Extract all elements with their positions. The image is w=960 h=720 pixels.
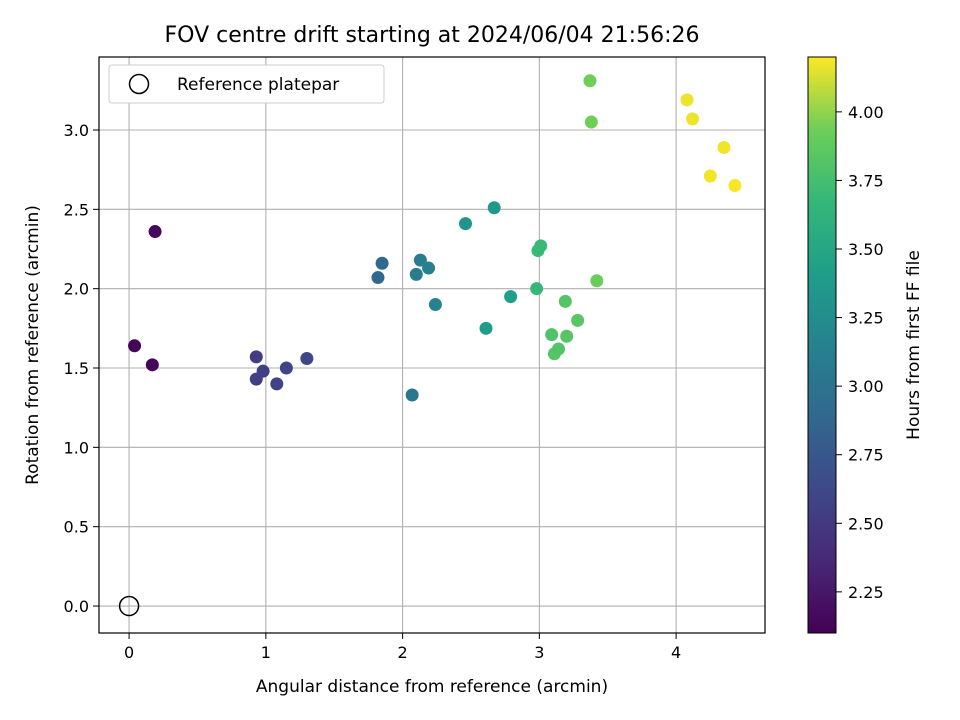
data-point — [545, 328, 559, 342]
plot-frame — [98, 56, 766, 634]
legend-box — [108, 64, 385, 104]
data-point — [558, 294, 572, 308]
axis-ticks: 0 1 2 3 4 0.0 0.5 1.0 1.5 2.0 2.5 3.0 — [64, 121, 682, 662]
data-point — [487, 201, 501, 215]
y-axis-label: Rotation from reference (arcmin) — [23, 205, 43, 485]
colorbar-tick-label: 2.25 — [848, 583, 884, 602]
colorbar-tick-label: 3.75 — [848, 171, 884, 190]
data-point — [409, 267, 423, 281]
colorbar: 2.25 2.50 2.75 3.00 3.25 3.50 3.75 4.00 Hours f… — [807, 56, 924, 634]
data-point — [479, 321, 493, 335]
legend-marker-icon — [128, 73, 150, 95]
data-point — [413, 253, 427, 267]
data-point — [728, 179, 742, 193]
data-point — [428, 298, 442, 312]
y-tick-label: 0.0 — [64, 597, 89, 616]
x-tick-label: 3 — [534, 643, 544, 662]
data-point — [703, 169, 717, 183]
colorbar-label: Hours from first FF file — [904, 250, 924, 440]
data-point — [717, 140, 731, 154]
colorbar-tick-label: 3.50 — [848, 240, 884, 259]
x-tick-label: 4 — [671, 643, 681, 662]
data-point — [256, 364, 270, 378]
colorbar-ticks: 2.25 2.50 2.75 3.00 3.25 3.50 3.75 4.00 — [836, 103, 884, 602]
y-tick-label: 0.5 — [64, 518, 89, 537]
data-point — [584, 115, 598, 129]
data-point — [148, 225, 162, 239]
x-tick-label: 1 — [261, 643, 271, 662]
y-tick-label: 1.5 — [64, 359, 89, 378]
y-tick-label: 3.0 — [64, 121, 89, 140]
data-point — [534, 239, 548, 253]
data-point — [128, 339, 142, 353]
data-point — [405, 388, 419, 402]
data-point — [571, 313, 585, 327]
data-point — [145, 358, 159, 372]
colorbar-tick-label: 2.50 — [848, 514, 884, 533]
data-point — [590, 274, 604, 288]
data-point — [371, 271, 385, 285]
data-point — [530, 282, 544, 296]
data-point — [583, 74, 597, 88]
colorbar-tick-label: 2.75 — [848, 446, 884, 465]
x-tick-label: 0 — [124, 643, 134, 662]
reference-point-marker — [118, 595, 140, 617]
chart-title: FOV centre drift starting at 2024/06/04 … — [165, 23, 700, 48]
data-point — [422, 261, 436, 275]
legend-entry-reference: Reference platepar — [177, 75, 339, 95]
colorbar-gradient — [807, 56, 837, 634]
data-point — [270, 377, 284, 391]
colorbar-tick-label: 3.25 — [848, 309, 884, 328]
y-tick-label: 2.5 — [64, 200, 89, 219]
colorbar-tick-label: 3.00 — [848, 377, 884, 396]
x-axis-label: Angular distance from reference (arcmin) — [256, 677, 608, 697]
grid — [99, 57, 765, 633]
data-point — [504, 290, 518, 304]
data-point — [459, 217, 473, 231]
x-tick-label: 2 — [398, 643, 408, 662]
colorbar-tick-label: 4.00 — [848, 103, 884, 122]
data-point — [279, 361, 293, 375]
data-point — [680, 93, 694, 107]
data-point — [300, 351, 314, 365]
y-tick-label: 2.0 — [64, 280, 89, 299]
data-point — [249, 350, 263, 364]
legend: Reference platepar — [108, 64, 385, 104]
data-point — [551, 342, 565, 356]
data-point — [686, 112, 700, 126]
y-tick-label: 1.0 — [64, 438, 89, 457]
data-point — [375, 256, 389, 270]
reference-marker — [118, 595, 140, 617]
data-points — [128, 74, 742, 402]
data-point — [560, 329, 574, 343]
